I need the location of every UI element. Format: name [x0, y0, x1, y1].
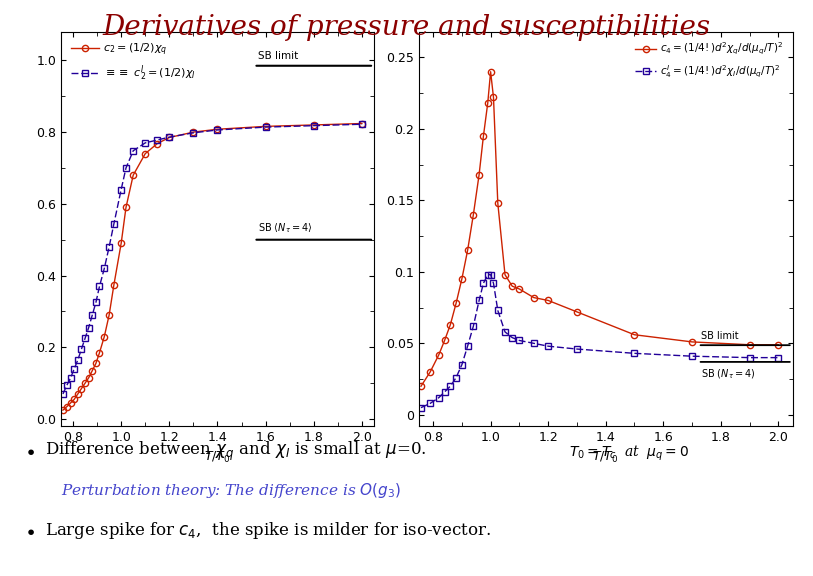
- Text: SB limit: SB limit: [259, 51, 298, 62]
- X-axis label: $T/T_0$: $T/T_0$: [204, 450, 231, 465]
- Text: Derivatives of pressure and susceptibilities: Derivatives of pressure and susceptibili…: [102, 14, 711, 41]
- Text: SB limit: SB limit: [701, 331, 738, 341]
- Legend: $c_4=(1/4!)d^2\chi_q/d(\mu_q/T)^2$, $c_4^I=(1/4!)d^2\chi_I/d(\mu_q/T)^2$: $c_4=(1/4!)d^2\chi_q/d(\mu_q/T)^2$, $c_4…: [631, 37, 788, 84]
- Text: $\bullet$: $\bullet$: [24, 441, 35, 460]
- Text: $T_0 = T_c$  at  $\mu_q = 0$: $T_0 = T_c$ at $\mu_q = 0$: [569, 444, 689, 463]
- X-axis label: $T/T_0$: $T/T_0$: [593, 450, 619, 465]
- Text: $\bullet$: $\bullet$: [24, 521, 35, 540]
- Text: Difference between $\chi_q$ and $\chi_I$ is small at $\mu$=0.: Difference between $\chi_q$ and $\chi_I$…: [45, 439, 426, 463]
- Text: Perturbation theory: The difference is $O(g_3)$: Perturbation theory: The difference is $…: [61, 481, 401, 500]
- Text: SB $(N_\tau{=}4)$: SB $(N_\tau{=}4)$: [701, 367, 755, 381]
- Text: Large spike for $c_4$,  the spike is milder for iso-vector.: Large spike for $c_4$, the spike is mild…: [45, 520, 490, 541]
- Text: SB $\langle N_\tau{=}4\rangle$: SB $\langle N_\tau{=}4\rangle$: [259, 222, 313, 236]
- Legend: $c_2=(1/2)\chi_q$, $\equiv\equiv\ c_2^I=(1/2)\chi_I$: $c_2=(1/2)\chi_q$, $\equiv\equiv\ c_2^I=…: [67, 37, 201, 88]
